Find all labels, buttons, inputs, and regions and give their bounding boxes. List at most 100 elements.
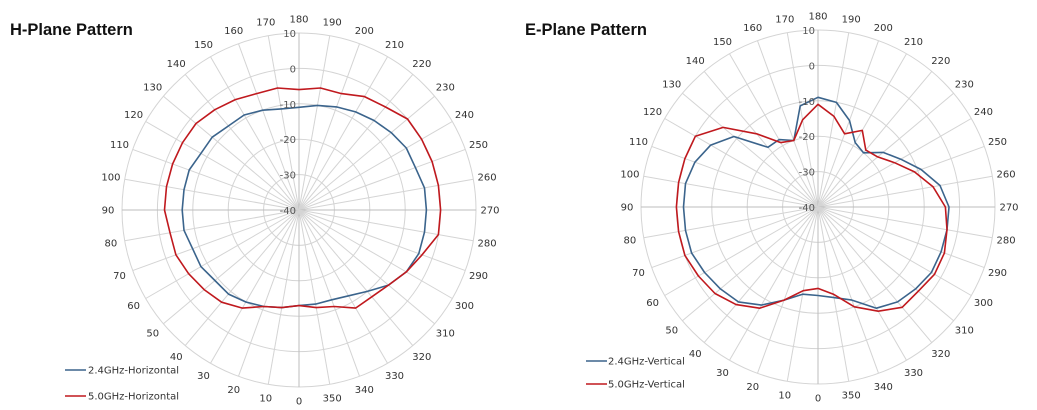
- grid-spoke: [132, 209, 300, 272]
- angle-label: 350: [842, 391, 861, 402]
- angle-label: 120: [643, 107, 662, 118]
- angle-label: 90: [621, 203, 634, 214]
- grid-spoke: [298, 74, 414, 211]
- grid-spoke: [817, 145, 985, 208]
- grid-spoke: [132, 148, 300, 211]
- angle-label: 180: [289, 15, 308, 26]
- grid-spoke: [298, 209, 435, 325]
- grid-spoke: [664, 118, 819, 208]
- angle-label: 300: [455, 301, 474, 312]
- grid-spoke: [682, 206, 819, 322]
- angle-label: 230: [436, 83, 455, 94]
- angle-label: 0: [296, 397, 302, 408]
- grid-spoke: [817, 206, 985, 269]
- grid-spoke: [124, 178, 300, 211]
- angle-label: 200: [355, 26, 374, 37]
- grid-spoke: [298, 43, 361, 211]
- angle-label: 30: [716, 368, 729, 379]
- polar-grid: [121, 32, 477, 388]
- grid-spoke: [756, 40, 819, 208]
- angle-label: 290: [988, 268, 1007, 279]
- angle-label: 200: [874, 23, 893, 34]
- angle-label: 150: [713, 37, 732, 48]
- h-plane-chart: H-Plane Pattern 2.4GHz-Horizontal 5.0GHz…: [10, 15, 500, 408]
- angle-label: 210: [385, 40, 404, 51]
- grid-spoke: [298, 178, 474, 211]
- grid-spoke: [298, 121, 453, 211]
- angle-label: 130: [143, 83, 162, 94]
- angle-label: 280: [997, 236, 1016, 247]
- radial-tick-label: -20: [799, 132, 815, 143]
- angle-label: 80: [105, 239, 118, 250]
- grid-spoke: [651, 145, 819, 208]
- angle-label: 190: [842, 14, 861, 25]
- grid-spoke: [817, 206, 907, 361]
- angle-label: 20: [746, 382, 759, 393]
- radial-tick-label: -30: [799, 168, 815, 179]
- angle-label: 10: [259, 394, 272, 405]
- angle-label: 190: [323, 17, 342, 28]
- legend-label-2-4ghz-horizontal: 2.4GHz-Horizontal: [88, 366, 179, 377]
- angle-label: 280: [478, 239, 497, 250]
- angle-label: 70: [113, 271, 126, 282]
- grid-spoke: [184, 209, 300, 346]
- grid-spoke: [267, 209, 300, 385]
- grid-spoke: [817, 206, 933, 343]
- grid-spoke: [817, 206, 880, 374]
- grid-spoke: [298, 148, 466, 211]
- grid-spoke: [210, 56, 300, 211]
- grid-spoke: [124, 209, 300, 242]
- grid-spoke: [817, 206, 993, 239]
- angle-label: 120: [124, 110, 143, 121]
- e-plane-chart: E-Plane Pattern 2.4GHz-Vertical 5.0GHz-V…: [525, 12, 1019, 405]
- angle-label: 50: [665, 325, 678, 336]
- grid-spoke: [298, 56, 388, 211]
- grid-spoke: [210, 209, 300, 364]
- grid-spoke: [817, 40, 880, 208]
- radial-tick-label: -10: [280, 100, 296, 111]
- radial-tick-label: 10: [802, 26, 815, 37]
- angle-label: 100: [620, 169, 639, 180]
- grid-spoke: [643, 175, 819, 208]
- angle-label: 210: [904, 37, 923, 48]
- angle-label: 40: [689, 349, 702, 360]
- grid-spoke: [298, 209, 388, 364]
- grid-spoke: [703, 71, 819, 208]
- grid-spoke: [298, 209, 361, 377]
- grid-spoke: [817, 32, 850, 208]
- grid-spoke: [237, 209, 300, 377]
- angle-label: 300: [974, 298, 993, 309]
- angle-label: 330: [385, 371, 404, 382]
- grid-spoke: [703, 206, 819, 343]
- legend-label-2-4ghz-vertical: 2.4GHz-Vertical: [608, 357, 685, 368]
- angle-label: 70: [632, 268, 645, 279]
- angle-label: 320: [931, 349, 950, 360]
- angle-label: 310: [436, 328, 455, 339]
- angle-label: 220: [931, 56, 950, 67]
- grid-spoke: [817, 206, 972, 296]
- grid-spoke: [298, 209, 453, 299]
- series-line-5-0ghz-horizontal: [163, 87, 442, 309]
- angle-label: 260: [478, 172, 497, 183]
- grid-spoke: [729, 53, 819, 208]
- angle-label: 350: [323, 394, 342, 405]
- angle-label: 40: [170, 352, 183, 363]
- angle-label: 140: [686, 56, 705, 67]
- grid-spoke: [298, 209, 474, 242]
- grid-spoke: [267, 35, 300, 211]
- grid-spoke: [145, 209, 300, 299]
- grid-spoke: [817, 92, 954, 208]
- angle-label: 330: [904, 368, 923, 379]
- angle-label: 150: [194, 40, 213, 51]
- grid-spoke: [729, 206, 819, 361]
- angle-label: 290: [469, 271, 488, 282]
- series-line-2-4ghz-vertical: [682, 96, 950, 310]
- chart-title: E-Plane Pattern: [525, 21, 647, 39]
- grid-spoke: [145, 121, 300, 211]
- radial-tick-label: 10: [283, 29, 296, 40]
- angle-label: 220: [412, 59, 431, 70]
- radial-tick-label: -40: [799, 203, 815, 214]
- angle-label: 320: [412, 352, 431, 363]
- h-plane-legend: 2.4GHz-Horizontal 5.0GHz-Horizontal: [65, 366, 179, 403]
- angle-label: 260: [997, 169, 1016, 180]
